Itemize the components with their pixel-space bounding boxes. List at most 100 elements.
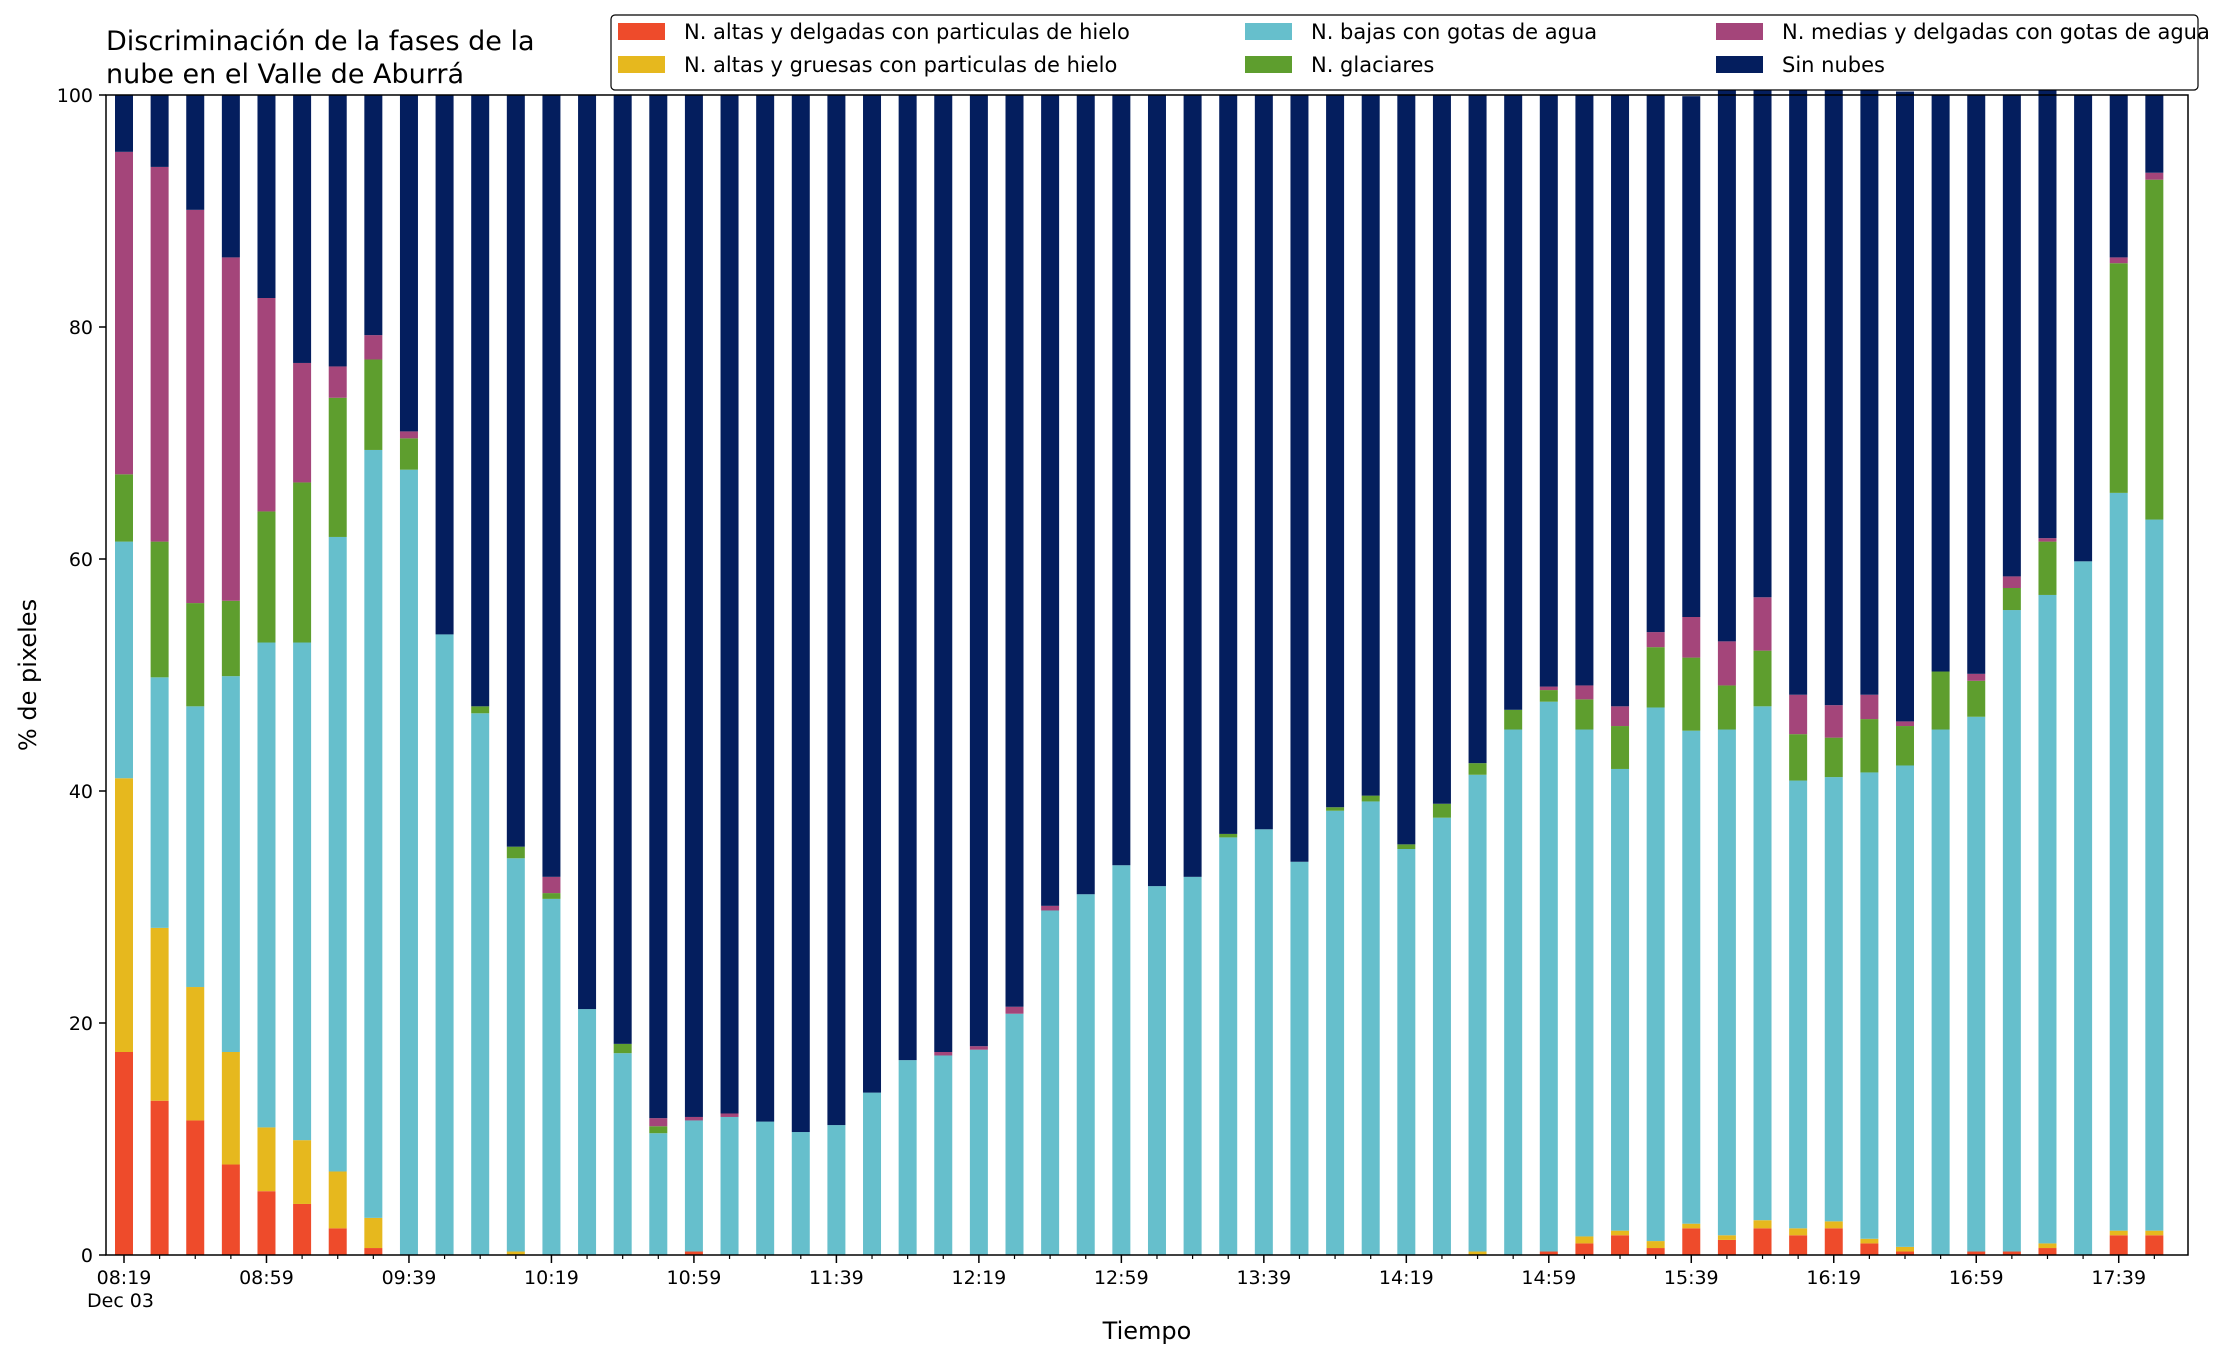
bar-segment-s2-i37 (1432, 817, 1451, 1255)
bar-segment-s2-i4 (257, 642, 276, 1128)
bar-segment-s3-i53 (2002, 588, 2021, 611)
bar-segment-s1-i2 (186, 987, 205, 1121)
bar-segment-s4-i23 (934, 1052, 953, 1056)
bar-segment-s1-i54 (2038, 1243, 2057, 1249)
bar-segment-s4-i48 (1824, 705, 1843, 738)
bar-segment-s0-i16 (684, 1251, 703, 1255)
bar-segment-s2-i6 (328, 536, 347, 1172)
bar-segment-s3-i49 (1860, 719, 1879, 773)
bar-segment-s5-i36 (1397, 95, 1416, 845)
bar-segment-s3-i48 (1824, 737, 1843, 778)
bar-segment-s5-i21 (863, 95, 882, 1093)
bar-segment-s2-i34 (1326, 810, 1345, 1255)
bar-segment-s2-i12 (542, 898, 561, 1255)
bar-segment-s2-i21 (863, 1092, 882, 1255)
bar-segment-s4-i2 (186, 209, 205, 604)
bar-segment-s2-i0 (115, 541, 133, 779)
bar-segment-s3-i4 (257, 511, 276, 643)
y-axis-label: % de pixeles (14, 599, 42, 751)
x-tick-label: 14:19 (1379, 1267, 1434, 1289)
bar-segment-s4-i56 (2109, 257, 2128, 264)
bar-segment-s5-i19 (791, 95, 810, 1133)
chart-title: Discriminación de la fases de la nube en… (106, 26, 535, 90)
bar-segment-s5-i41 (1575, 95, 1594, 686)
bar-segment-s4-i49 (1860, 694, 1879, 720)
bar-segment-s5-i38 (1468, 95, 1487, 764)
bar-segment-s5-i37 (1432, 95, 1451, 804)
bar-segment-s2-i18 (756, 1121, 775, 1255)
bar-segment-s5-i6 (328, 95, 347, 367)
legend-swatch-0 (618, 23, 665, 40)
bar-segment-s0-i52 (1967, 1251, 1986, 1255)
bar-segment-s4-i0 (115, 151, 133, 475)
bar-segment-s2-i20 (827, 1125, 846, 1255)
bar-segment-s3-i47 (1789, 734, 1808, 781)
bar-segment-s3-i37 (1432, 803, 1451, 818)
bar-segment-s5-i52 (1967, 95, 1986, 674)
bar-segment-s3-i3 (221, 600, 240, 677)
bar-segment-s3-i57 (2145, 179, 2164, 520)
bar-segment-s5-i3 (221, 95, 240, 258)
bar-segment-s3-i52 (1967, 680, 1986, 717)
bar-segment-s5-i26 (1041, 95, 1060, 906)
bar-segment-s2-i2 (186, 706, 205, 988)
bar-segment-s2-i43 (1646, 707, 1665, 1242)
bar-segment-s4-i12 (542, 876, 561, 894)
x-tick-label: 12:59 (1094, 1267, 1149, 1289)
bar-segment-s5-i15 (649, 95, 668, 1119)
x-tick-label: 12:19 (951, 1267, 1006, 1289)
bar-segment-s5-i43 (1646, 95, 1665, 633)
bar-segment-s5-i48 (1824, 86, 1843, 706)
x-tick-label: 08:19 (97, 1267, 152, 1289)
x-tick-label: 17:39 (2091, 1267, 2146, 1289)
bar-segment-s5-i53 (2002, 95, 2021, 577)
bar-segment-s5-i7 (364, 95, 383, 336)
bar-segment-s0-i45 (1717, 1239, 1736, 1255)
bar-segment-s5-i33 (1290, 95, 1309, 862)
bar-segment-s5-i31 (1219, 95, 1238, 834)
bar-segment-s0-i50 (1896, 1251, 1914, 1255)
bar-segment-s0-i53 (2002, 1251, 2021, 1255)
bar-segment-s5-i35 (1361, 95, 1380, 796)
bar-segment-s0-i54 (2038, 1248, 2057, 1255)
bar-segment-s4-i46 (1753, 597, 1772, 651)
bar-segment-s3-i38 (1468, 763, 1487, 775)
bar-segment-s5-i39 (1504, 95, 1523, 710)
bar-segment-s2-i38 (1468, 774, 1487, 1252)
bar-segment-s3-i35 (1361, 795, 1380, 802)
bar-segment-s2-i24 (969, 1049, 988, 1255)
bar-segment-s0-i56 (2109, 1235, 2128, 1255)
bar-segment-s1-i3 (221, 1052, 240, 1165)
bar-segment-s2-i7 (364, 449, 383, 1218)
bar-segment-s5-i20 (827, 95, 846, 1126)
x-date-label: Dec 03 (87, 1290, 154, 1312)
bar-segment-s3-i0 (115, 474, 133, 542)
x-tick-label: 16:19 (1806, 1267, 1861, 1289)
y-tick-label: 20 (69, 1013, 93, 1035)
y-tick-label: 40 (69, 781, 93, 803)
bar-segment-s2-i10 (471, 713, 490, 1255)
bar-segment-s4-i57 (2145, 172, 2164, 180)
x-tick-label: 13:39 (1236, 1267, 1291, 1289)
bar-segment-s5-i2 (186, 95, 205, 210)
bar-segment-s5-i34 (1326, 95, 1345, 808)
bar-segment-s2-i16 (684, 1120, 703, 1252)
y-tick-label: 0 (81, 1245, 93, 1267)
bar-segment-s4-i17 (720, 1113, 739, 1117)
bar-segment-s2-i55 (2074, 561, 2093, 1255)
bar-segment-s1-i49 (1860, 1238, 1879, 1244)
bar-segment-s5-i9 (435, 95, 454, 635)
bar-segment-s5-i18 (756, 95, 775, 1122)
bar-segment-s4-i45 (1717, 641, 1736, 686)
bar-segment-s1-i48 (1824, 1221, 1843, 1229)
bar-segment-s4-i8 (399, 431, 418, 439)
bar-segment-s2-i26 (1041, 910, 1060, 1255)
bar-segment-s5-i0 (115, 95, 133, 152)
y-axis: 0 20 40 60 80 100 (57, 85, 106, 1267)
bar-segment-s2-i32 (1254, 829, 1273, 1255)
bar-segment-s2-i50 (1896, 765, 1914, 1247)
bar-segment-s2-i5 (293, 642, 312, 1141)
x-axis-label: Tiempo (1102, 1317, 1192, 1345)
bar-segment-s0-i57 (2145, 1235, 2164, 1255)
bar-segment-s1-i44 (1682, 1223, 1701, 1229)
